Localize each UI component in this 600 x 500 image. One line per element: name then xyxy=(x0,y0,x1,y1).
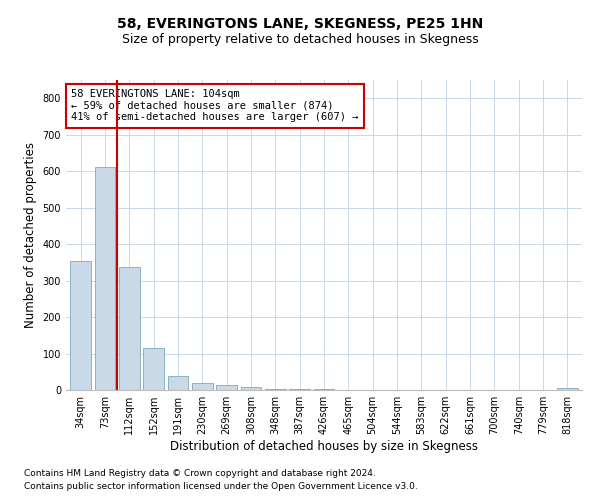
X-axis label: Distribution of detached houses by size in Skegness: Distribution of detached houses by size … xyxy=(170,440,478,453)
Y-axis label: Number of detached properties: Number of detached properties xyxy=(24,142,37,328)
Text: 58, EVERINGTONS LANE, SKEGNESS, PE25 1HN: 58, EVERINGTONS LANE, SKEGNESS, PE25 1HN xyxy=(117,18,483,32)
Bar xyxy=(557,388,578,390)
Bar xyxy=(119,266,140,390)
Text: Size of property relative to detached houses in Skegness: Size of property relative to detached ho… xyxy=(122,32,478,46)
Text: Contains HM Land Registry data © Crown copyright and database right 2024.: Contains HM Land Registry data © Crown c… xyxy=(24,468,376,477)
Bar xyxy=(95,167,115,390)
Text: 58 EVERINGTONS LANE: 104sqm
← 59% of detached houses are smaller (874)
41% of se: 58 EVERINGTONS LANE: 104sqm ← 59% of det… xyxy=(71,90,359,122)
Bar xyxy=(143,348,164,390)
Text: Contains public sector information licensed under the Open Government Licence v3: Contains public sector information licen… xyxy=(24,482,418,491)
Bar xyxy=(216,385,237,390)
Bar xyxy=(70,260,91,390)
Bar xyxy=(192,382,212,390)
Bar xyxy=(167,376,188,390)
Bar xyxy=(241,387,262,390)
Bar xyxy=(289,388,310,390)
